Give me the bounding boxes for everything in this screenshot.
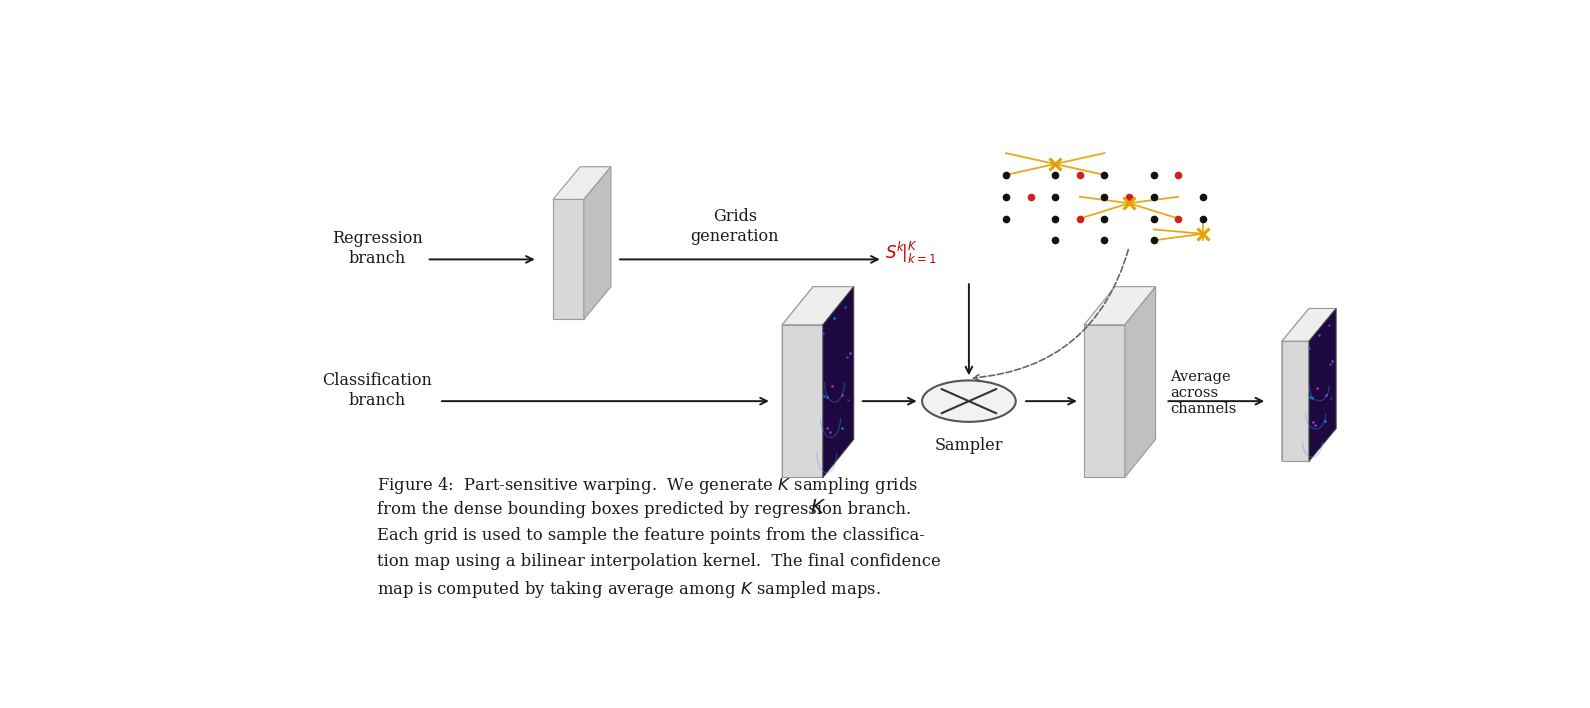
Text: Sampler: Sampler (935, 437, 1003, 454)
Text: $S^k\!|_{k=1}^{K}$: $S^k\!|_{k=1}^{K}$ (886, 240, 937, 266)
Polygon shape (782, 287, 812, 477)
Polygon shape (553, 166, 611, 200)
Polygon shape (1084, 325, 1124, 477)
Polygon shape (553, 200, 584, 319)
Text: from the dense bounding boxes predicted by regression branch.: from the dense bounding boxes predicted … (377, 501, 911, 518)
Polygon shape (1282, 309, 1309, 461)
Polygon shape (1282, 309, 1336, 341)
Circle shape (922, 380, 1016, 422)
Polygon shape (1124, 287, 1156, 477)
Text: Figure 4:  Part-sensitive warping.  We generate $K$ sampling grids: Figure 4: Part-sensitive warping. We gen… (377, 475, 919, 496)
Text: $K$: $K$ (809, 499, 825, 518)
Polygon shape (1282, 341, 1309, 461)
Polygon shape (1309, 309, 1336, 461)
Polygon shape (782, 287, 854, 325)
Text: Regression
branch: Regression branch (332, 230, 423, 267)
Polygon shape (782, 325, 824, 477)
Polygon shape (1084, 287, 1156, 325)
Text: Classification
branch: Classification branch (323, 372, 432, 409)
Text: tion map using a bilinear interpolation kernel.  The final confidence: tion map using a bilinear interpolation … (377, 553, 941, 570)
Polygon shape (584, 166, 611, 319)
Text: map is computed by taking average among $K$ sampled maps.: map is computed by taking average among … (377, 579, 881, 600)
Text: Grids
generation: Grids generation (690, 208, 779, 245)
Text: Average
across
channels: Average across channels (1170, 370, 1237, 416)
Text: Each grid is used to sample the feature points from the classifica-: Each grid is used to sample the feature … (377, 527, 925, 544)
Polygon shape (824, 287, 854, 477)
